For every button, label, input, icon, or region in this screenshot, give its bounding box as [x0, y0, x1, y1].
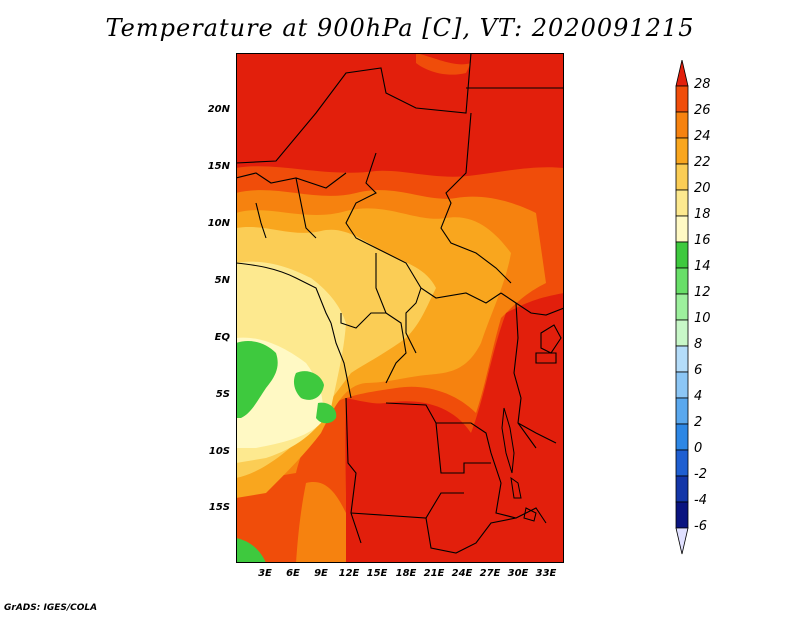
lon-label-6e: 6E [286, 568, 300, 579]
colorbar-bottom-triangle [675, 527, 689, 555]
temp-region-24-southwest [296, 482, 346, 563]
lon-label-30e: 30E [507, 568, 529, 579]
colorbar-label: 24 [694, 129, 711, 144]
temp-region-28-south [345, 398, 386, 563]
lat-label-10n: 10N [207, 218, 230, 229]
temp-region-14-d [236, 538, 266, 563]
lon-label-27e: 27E [479, 568, 501, 579]
lon-label-18e: 18E [395, 568, 417, 579]
colorbar-box [675, 137, 689, 165]
chart-title: Temperature at 900hPa [C], VT: 202009121… [105, 14, 695, 42]
lon-label-33e: 33E [535, 568, 557, 579]
colorbar-label: 2 [694, 415, 703, 430]
colorbar-box [675, 293, 689, 321]
colorbar-box [675, 319, 689, 347]
colorbar-box [675, 449, 689, 477]
colorbar-box [675, 371, 689, 399]
colorbar-label: 22 [694, 155, 711, 170]
lakes [501, 407, 537, 522]
colorbar-label: 10 [694, 311, 711, 326]
colorbar-label: 16 [694, 233, 711, 248]
colorbar-label: 14 [694, 259, 711, 274]
colorbar-box [675, 423, 689, 451]
colorbar-box [675, 397, 689, 425]
colorbar-label: 8 [694, 337, 703, 352]
lat-label-5s: 5S [215, 389, 230, 400]
colorbar-label: -2 [694, 467, 707, 482]
colorbar-label: 0 [694, 441, 703, 456]
colorbar-box [675, 475, 689, 503]
colorbar-box [675, 85, 689, 113]
temp-region-26-north [416, 53, 471, 75]
footer-credit: GrADS: IGES/COLA [4, 603, 98, 613]
lat-label-15s: 15S [208, 502, 230, 513]
colorbar-label: 18 [694, 207, 711, 222]
lat-label-15n: 15N [207, 161, 230, 172]
colorbar-label: 20 [694, 181, 711, 196]
temp-region-14-a [236, 341, 278, 418]
colorbar-top-triangle [675, 60, 689, 87]
colorbar-label: 4 [694, 389, 703, 404]
map-border [236, 53, 564, 563]
lat-label-10s: 10S [208, 446, 230, 457]
colorbar-label: 12 [694, 285, 711, 300]
colorbar-box [675, 241, 689, 269]
map-canvas [236, 53, 564, 563]
lon-label-24e: 24E [451, 568, 473, 579]
colorbar-box [675, 111, 689, 139]
lat-label-20n: 20N [207, 104, 230, 115]
colorbar-box [675, 189, 689, 217]
colorbar-label: -4 [694, 493, 707, 508]
temp-region-14-b [293, 371, 324, 400]
colorbar-box [675, 215, 689, 243]
colorbar-label: 28 [694, 77, 711, 92]
lat-label-eq: EQ [214, 332, 230, 343]
temp-region-14-c [316, 402, 337, 424]
country-borders [236, 53, 564, 554]
colorbar-boxes [675, 60, 689, 555]
lat-label-5n: 5N [214, 275, 230, 286]
lon-label-12e: 12E [338, 568, 360, 579]
colorbar-box [675, 345, 689, 373]
colorbar-label: 6 [694, 363, 703, 378]
lon-label-21e: 21E [423, 568, 445, 579]
lon-label-15e: 15E [366, 568, 388, 579]
colorbar-box [675, 501, 689, 529]
temperature-map [236, 53, 564, 563]
colorbar-box [675, 267, 689, 295]
colorbar-label: 26 [694, 103, 711, 118]
lon-label-9e: 9E [314, 568, 328, 579]
colorbar-label: -6 [694, 519, 707, 534]
colorbar [675, 60, 689, 555]
colorbar-box [675, 163, 689, 191]
lon-label-3e: 3E [258, 568, 272, 579]
